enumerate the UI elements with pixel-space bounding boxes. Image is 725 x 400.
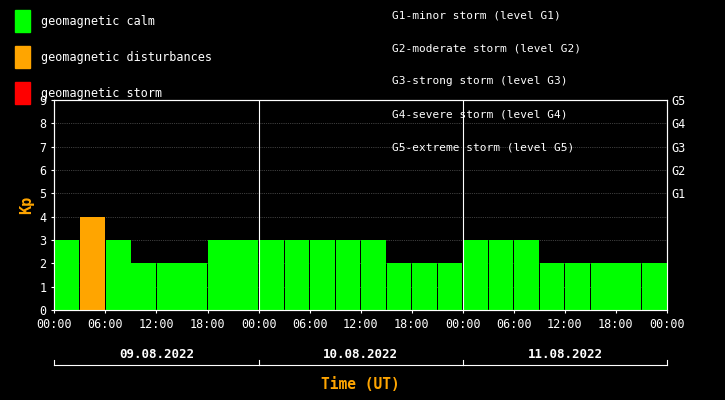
Bar [540,263,565,310]
Bar [336,240,360,310]
Y-axis label: Kp: Kp [19,196,34,214]
Bar [438,263,463,310]
Text: 09.08.2022: 09.08.2022 [119,348,194,360]
Bar [489,240,513,310]
Bar [284,240,309,310]
Bar [361,240,386,310]
Bar [106,240,130,310]
Bar [616,263,641,310]
Text: geomagnetic calm: geomagnetic calm [41,14,155,28]
Bar [157,263,181,310]
Bar [259,240,283,310]
Bar [642,263,666,310]
Text: G2-moderate storm (level G2): G2-moderate storm (level G2) [392,43,581,53]
Bar [463,240,488,310]
Bar [233,240,258,310]
Bar [55,240,80,310]
Text: G5-extreme storm (level G5): G5-extreme storm (level G5) [392,143,573,153]
Text: G4-severe storm (level G4): G4-severe storm (level G4) [392,110,567,120]
Bar [566,263,590,310]
Text: geomagnetic disturbances: geomagnetic disturbances [41,50,212,64]
Bar [80,217,105,310]
Bar [514,240,539,310]
Bar [131,263,156,310]
Bar [591,263,616,310]
Bar [413,263,437,310]
Text: 11.08.2022: 11.08.2022 [527,348,602,360]
Text: G1-minor storm (level G1): G1-minor storm (level G1) [392,10,560,20]
Bar [386,263,411,310]
Bar [310,240,335,310]
Text: geomagnetic storm: geomagnetic storm [41,86,162,100]
Text: Time (UT): Time (UT) [321,377,400,392]
Bar [183,263,207,310]
Text: G3-strong storm (level G3): G3-strong storm (level G3) [392,76,567,86]
Bar [208,240,233,310]
Text: 10.08.2022: 10.08.2022 [323,348,398,360]
